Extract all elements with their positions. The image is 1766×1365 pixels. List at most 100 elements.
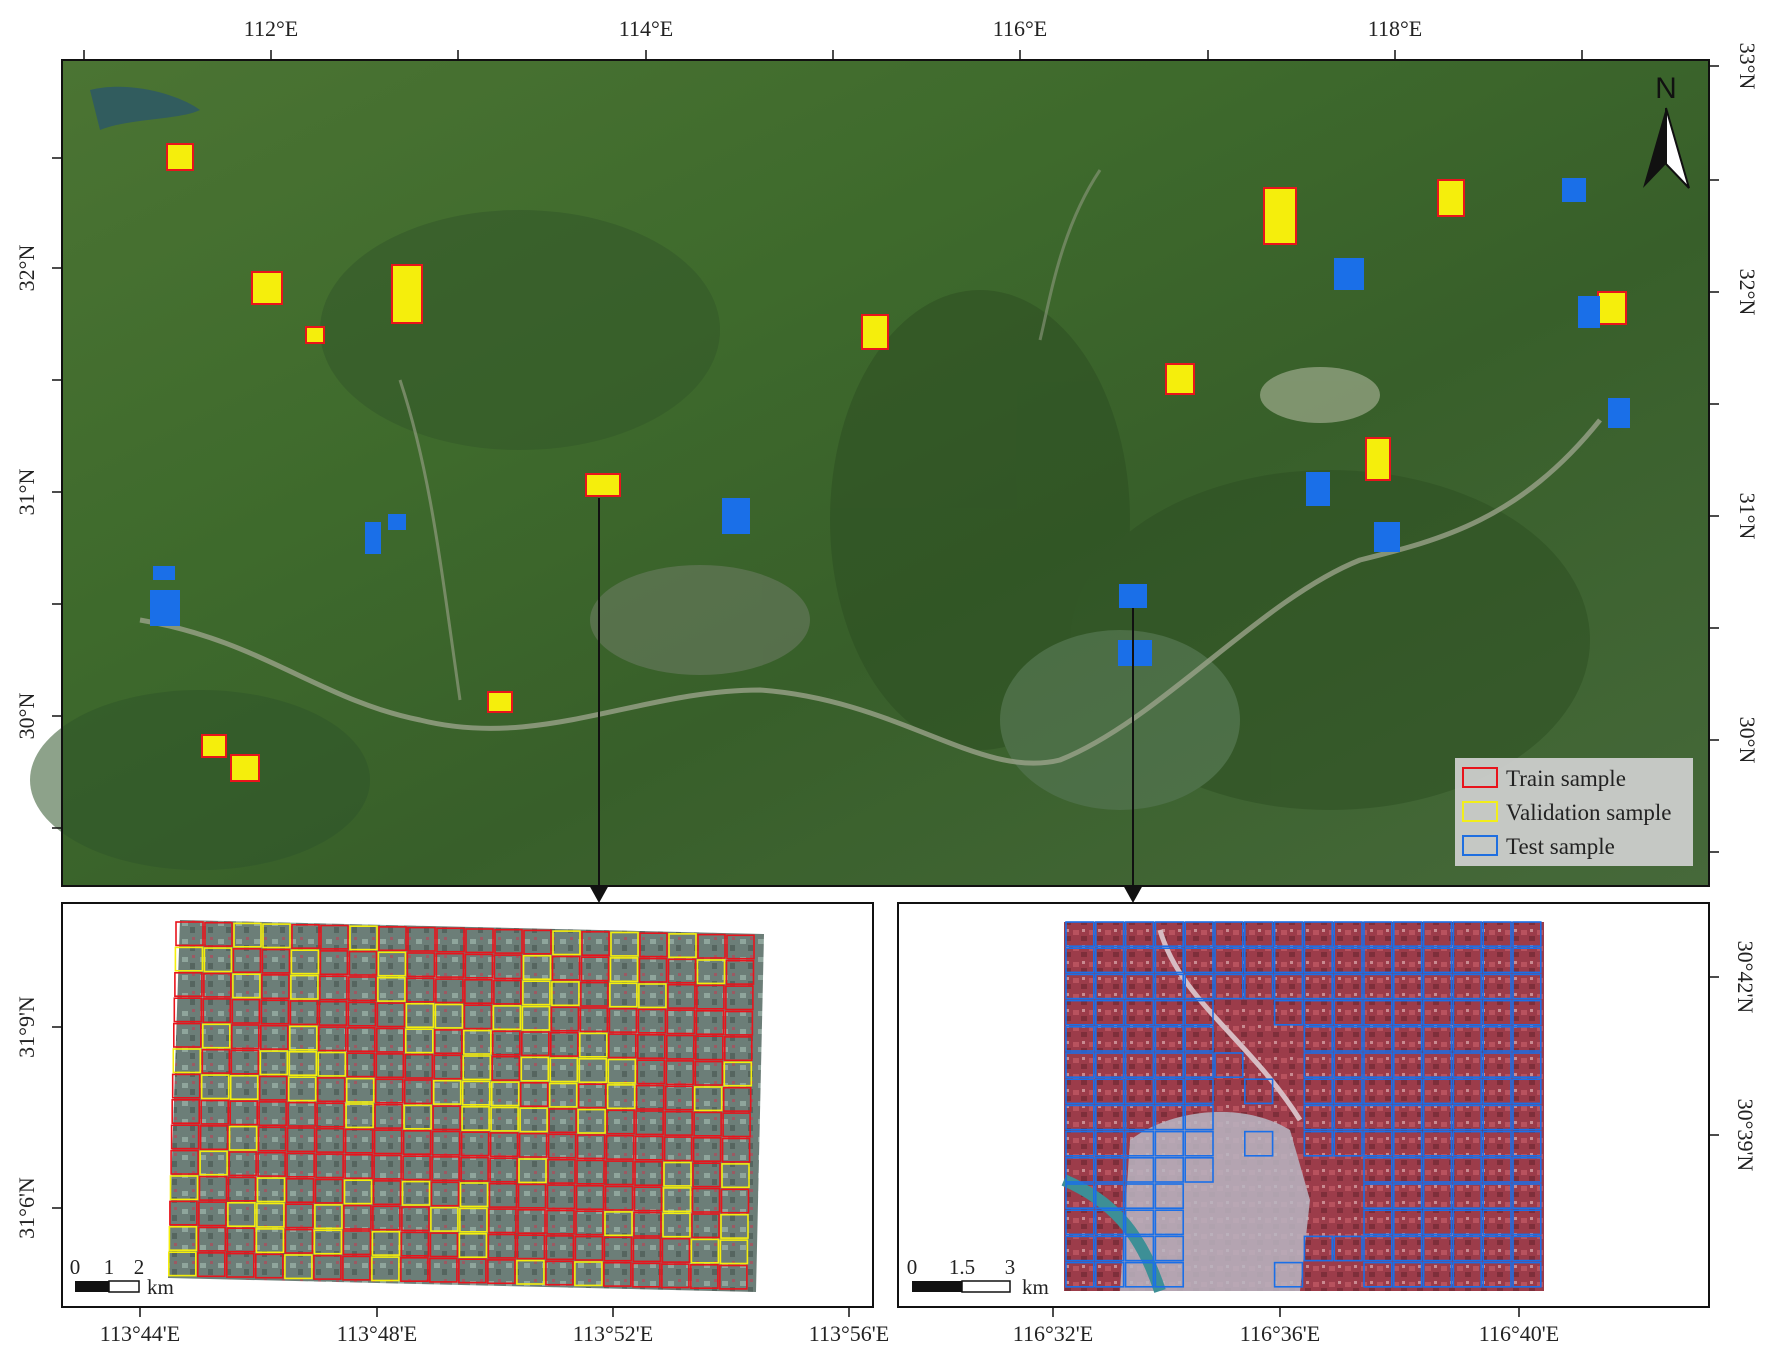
train-tile [226, 1252, 255, 1278]
validation-cluster [1165, 363, 1195, 395]
test-tile [1244, 947, 1274, 974]
validation-tile [662, 1212, 691, 1238]
train-tile [518, 1132, 548, 1158]
inset-ticks [52, 976, 1719, 1317]
validation-tile [168, 1226, 198, 1252]
train-tile [665, 1060, 695, 1086]
validation-tile [522, 980, 551, 1006]
train-tile [255, 1253, 284, 1279]
train-tile [547, 1133, 577, 1159]
train-tile [170, 1149, 199, 1175]
train-tile [605, 1160, 634, 1186]
train-tile [692, 1162, 721, 1188]
test-tile [1303, 1052, 1334, 1079]
test-tile [1393, 1026, 1423, 1052]
legend-label-test: Test sample [1506, 834, 1615, 859]
test-tile [1184, 973, 1214, 1000]
train-tile [230, 1049, 260, 1075]
validation-tile [288, 1025, 318, 1051]
test-cluster [1562, 178, 1586, 202]
train-tile [633, 1211, 662, 1237]
validation-tile [169, 1175, 199, 1201]
train-tile [606, 1109, 635, 1135]
overview-frame [61, 59, 1710, 887]
test-tile [1333, 1130, 1363, 1157]
validation-tile [199, 1150, 228, 1176]
train-tile [373, 1154, 402, 1180]
train-tile [197, 1226, 227, 1252]
validation-tile [723, 1061, 753, 1087]
test-tile [1393, 1209, 1423, 1236]
train-tile [638, 957, 668, 983]
validation-tile [610, 931, 639, 957]
test-tile [1363, 1235, 1393, 1262]
validation-tile [549, 1057, 579, 1083]
test-tile [1244, 921, 1274, 948]
train-tile [226, 1227, 256, 1253]
test-tile [1154, 1183, 1185, 1210]
tick-label-right: 33°N [1735, 43, 1760, 90]
train-tile [433, 1029, 463, 1055]
tick-label-bottom: 113°44'E [100, 1321, 180, 1346]
train-tile [346, 1027, 376, 1053]
test-tile [1482, 1157, 1512, 1183]
test-tile [1482, 1078, 1512, 1105]
validation-tile [521, 1005, 551, 1031]
test-tile [1184, 921, 1214, 948]
validation-tile [518, 1158, 547, 1184]
test-tile [1124, 1130, 1155, 1157]
train-tile [202, 998, 232, 1024]
test-cluster [1578, 296, 1600, 328]
test-tile [1512, 1261, 1542, 1288]
validation-tile [721, 1163, 750, 1189]
validation-tile [609, 982, 638, 1008]
train-tile [313, 1254, 342, 1280]
tick-label-top: 118°E [1368, 16, 1422, 41]
train-tile [284, 1228, 314, 1254]
validation-tile [345, 1103, 374, 1129]
train-tile [634, 1135, 664, 1161]
overview-top-tick-labels: 112°E 114°E 116°E 118°E [244, 16, 1422, 41]
tick-label-right: 31°N [1735, 493, 1760, 540]
train-tile [605, 1134, 635, 1160]
test-tile [1482, 1209, 1512, 1236]
test-tile [1512, 1157, 1542, 1183]
test-tile [1303, 1026, 1334, 1052]
validation-tile [548, 1082, 578, 1108]
test-tile [1124, 921, 1155, 948]
test-tile [1333, 1026, 1363, 1052]
train-tile [603, 1236, 633, 1262]
train-tile [319, 950, 349, 976]
validation-tile [403, 1104, 432, 1130]
test-tile [1095, 1026, 1125, 1052]
test-tile [1422, 1026, 1453, 1052]
test-tile [1154, 947, 1185, 974]
train-tile [725, 985, 754, 1011]
train-tile [347, 1001, 377, 1027]
tick-label-right: 30°N [1735, 717, 1760, 764]
tick-label-left: 30°N [14, 693, 39, 740]
test-tile [1095, 1209, 1125, 1236]
validation-tile [607, 1058, 637, 1084]
train-tile [633, 1186, 663, 1212]
train-tile [289, 1000, 319, 1026]
test-tile [1065, 1052, 1095, 1079]
train-tile [343, 1204, 372, 1230]
test-tile [1065, 1261, 1095, 1288]
validation-tile [690, 1238, 720, 1264]
test-tile [1124, 1183, 1155, 1210]
train-tile [374, 1078, 404, 1104]
train-tile [574, 1235, 604, 1261]
test-tile [1095, 1183, 1125, 1210]
test-cluster [1334, 258, 1364, 290]
train-tile [725, 959, 755, 985]
test-tile [1482, 1183, 1512, 1210]
train-tile [174, 971, 203, 997]
train-tile [722, 1086, 752, 1112]
scale-label: 3 [1005, 1255, 1016, 1279]
validation-cluster [861, 314, 889, 350]
train-tile [260, 999, 290, 1025]
test-tile [1214, 947, 1244, 974]
test-tile [1333, 1052, 1363, 1079]
tick-label-left: 31°9'N [14, 996, 39, 1058]
